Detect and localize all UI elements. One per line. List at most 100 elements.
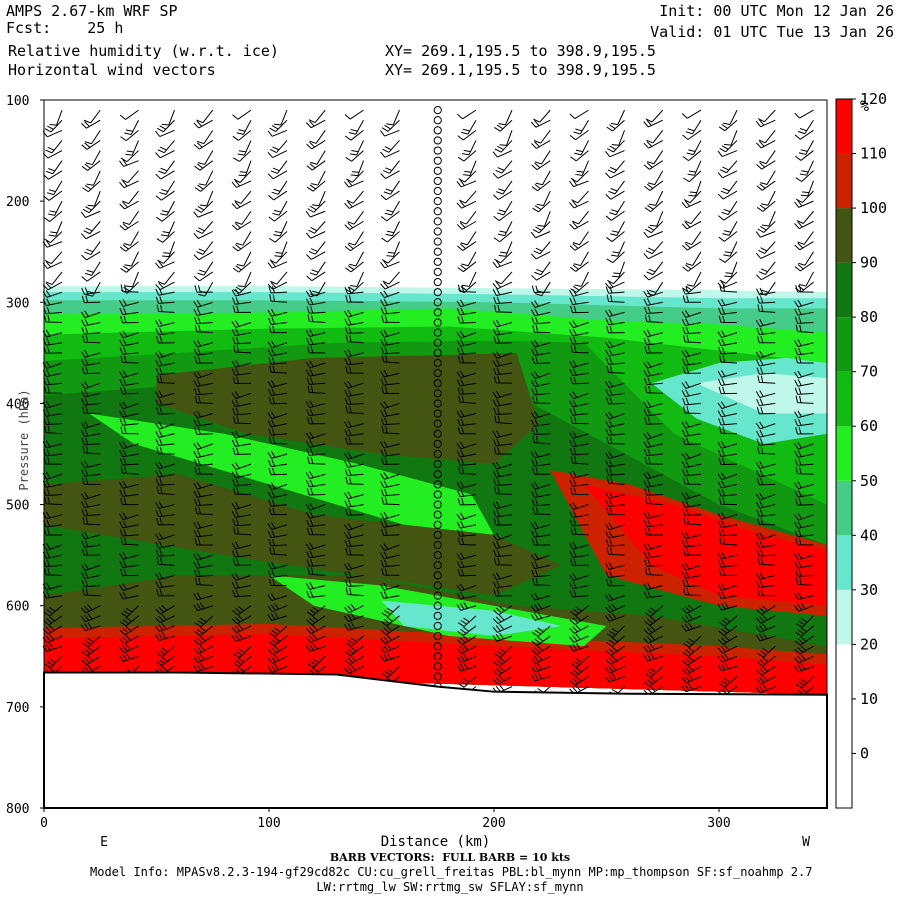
colorbar-label: 90 (860, 254, 878, 272)
wind-barb (267, 411, 288, 420)
y-tick-label: 100 (6, 94, 29, 109)
wind-barb (194, 160, 214, 171)
wind-barb (605, 562, 625, 570)
calm-wind-marker (433, 379, 442, 388)
wind-barb (274, 241, 288, 258)
wind-barb (492, 532, 513, 541)
y-axis-label: Pressure (hPa) (17, 389, 31, 490)
wind-barb (605, 340, 625, 349)
wind-barb (723, 109, 738, 125)
wind-barb (267, 654, 288, 664)
wind-barb (43, 210, 63, 222)
wind-barb (794, 418, 814, 427)
wind-barb (81, 140, 101, 150)
colorbar-label: 80 (860, 308, 878, 326)
wind-barb (232, 129, 252, 141)
colorbar: 0 10 20 30 40 50 60 70 80 90 100 110 120% (835, 90, 887, 809)
wind-barb (268, 635, 288, 647)
wind-barb (756, 200, 776, 212)
wind-barb (794, 529, 814, 538)
wind-barb (82, 445, 101, 455)
wind-barb (605, 499, 625, 508)
wind-barb (718, 426, 738, 435)
wind-barb (681, 381, 702, 389)
wind-barb (120, 315, 139, 324)
wind-barb (492, 580, 513, 589)
wind-barb (81, 579, 101, 588)
wind-barb (756, 588, 776, 597)
wind-barb (643, 471, 663, 480)
wind-barb (193, 490, 213, 498)
wind-barb (644, 496, 663, 506)
wind-barb (493, 336, 513, 344)
wind-barb (569, 470, 589, 479)
wind-barb (717, 480, 738, 489)
calm-wind-marker (433, 439, 442, 448)
calm-wind-marker (433, 237, 442, 246)
wind-barb (647, 150, 664, 165)
wind-barb (380, 190, 400, 201)
wind-barb (119, 644, 139, 654)
wind-barb (605, 468, 625, 476)
wind-barb (344, 531, 364, 540)
calm-wind-marker (433, 409, 442, 418)
wind-barb (569, 368, 589, 377)
wind-barb (380, 488, 400, 497)
wind-barb (82, 406, 101, 415)
wind-barb (81, 358, 101, 366)
wind-barb (380, 559, 400, 568)
wind-barb (344, 508, 364, 516)
wind-barb (43, 615, 63, 626)
wind-barb (456, 299, 477, 308)
wind-barb (306, 251, 326, 260)
wind-barb (718, 231, 738, 242)
wind-barb (194, 538, 213, 546)
wind-barb (232, 376, 252, 384)
wind-barb (570, 416, 589, 425)
wind-barb (232, 518, 252, 527)
wind-barb (231, 430, 252, 439)
wind-barb (498, 241, 513, 257)
wind-barb (269, 140, 288, 153)
wind-barb (80, 613, 101, 623)
wind-barb (458, 190, 477, 204)
wind-barb (344, 389, 364, 397)
calm-wind-marker (433, 399, 442, 408)
wind-barb (193, 635, 214, 646)
wind-barb (681, 241, 702, 251)
wind-barb (457, 387, 477, 395)
wind-barb (717, 591, 738, 600)
wind-barb (380, 369, 400, 378)
wind-barb (457, 458, 477, 466)
wind-barb (492, 509, 513, 518)
wind-barb (530, 612, 551, 621)
y-tick-label: 300 (6, 296, 29, 311)
wind-barb (305, 400, 326, 409)
barb-column (119, 109, 139, 678)
wind-barb (531, 419, 551, 427)
wind-barb (231, 359, 252, 368)
wind-barb (717, 449, 738, 457)
x-axis: 0 100 200 300 (40, 808, 731, 831)
wind-barb (119, 370, 139, 378)
wind-barb (569, 581, 589, 590)
wind-barb (268, 210, 288, 222)
wind-barb (42, 129, 63, 138)
wind-barb (531, 490, 551, 499)
wind-barb (231, 320, 252, 328)
wind-barb (605, 664, 625, 674)
wind-barb (380, 330, 400, 338)
wind-barb (492, 501, 513, 510)
wind-barb (382, 140, 400, 153)
wind-barb (570, 666, 589, 677)
wind-barb (44, 231, 63, 244)
calm-wind-marker (433, 571, 442, 580)
wind-barb (155, 623, 175, 633)
wind-barb (492, 260, 513, 269)
barb-column (755, 109, 776, 694)
wind-barb (380, 480, 400, 489)
wind-barb (380, 298, 400, 307)
wind-barb (120, 568, 139, 577)
wind-barb (794, 552, 814, 561)
wind-barb (493, 296, 513, 305)
